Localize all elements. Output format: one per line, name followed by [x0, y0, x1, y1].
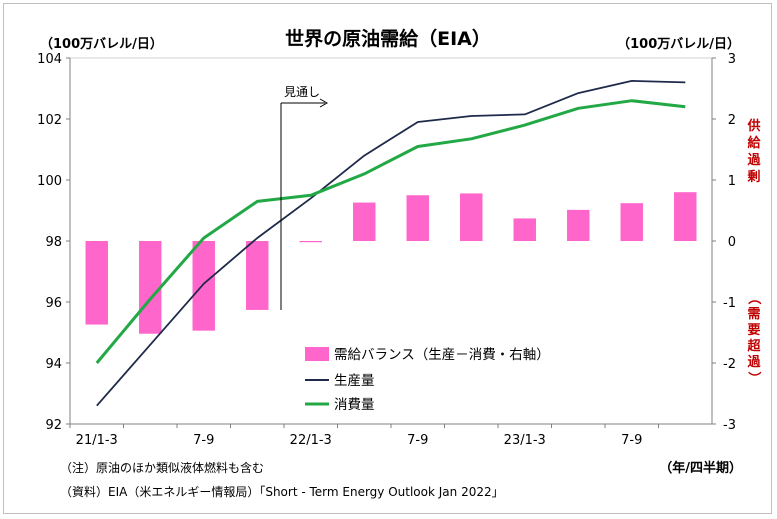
legend: 需給バランス（生産－消費・右軸） 生産量 消費量: [305, 347, 550, 413]
right-tick-label: -3: [723, 418, 736, 433]
legend-label-balance: 需給バランス（生産－消費・右軸）: [334, 347, 550, 363]
x-tick-label: 23/1-3: [504, 433, 546, 448]
right-axis-label-char: 給: [747, 135, 761, 151]
chart-frame: [3, 3, 772, 514]
right-axis-label-char: ）: [746, 371, 762, 384]
plot-area: [69, 57, 713, 425]
left-tick-label: 102: [37, 113, 62, 128]
x-tick-label: 7-9: [407, 433, 428, 448]
line-series: [95, 80, 686, 407]
chart-title: 世界の原油需給（EIA）: [285, 27, 491, 50]
right-tick-label: 0: [728, 235, 736, 250]
right-axis-unit: （100万バレル/日）: [617, 36, 740, 52]
balance-bar: [567, 209, 590, 241]
right-tick-label: -2: [723, 357, 736, 372]
balance-bar: [620, 203, 643, 241]
right-tick-label: 1: [728, 174, 736, 189]
legend-label-consumption: 消費量: [334, 397, 375, 413]
right-axis-label-char: 需: [747, 307, 760, 322]
right-axis-label-char: （: [746, 291, 762, 304]
balance-bar: [513, 218, 536, 241]
left-axis-unit: （100万バレル/日）: [40, 36, 163, 52]
legend-swatch-balance: [305, 347, 329, 361]
left-tick-label: 100: [37, 174, 62, 189]
right-axis-label-char: 過: [746, 354, 761, 370]
axis-ticks: 92 94 96 98 100 102 104 -3 -2 -1 0 1 2 3 21/1-3 7-9 22/1…: [37, 52, 736, 448]
balance-bar: [674, 192, 697, 241]
source-text: （資料）EIA（米エネルギー情報局）「Short - Term Energy O…: [60, 485, 504, 499]
right-tick-label: 3: [728, 52, 736, 67]
balance-bar: [85, 241, 108, 325]
right-tick-label: 2: [728, 113, 736, 128]
left-tick-label: 94: [45, 357, 62, 372]
right-axis-label-char: 過: [746, 152, 761, 168]
balance-bar: [139, 241, 162, 334]
legend-label-production: 生産量: [334, 373, 375, 389]
forecast-label: 見通し: [284, 85, 320, 99]
right-axis-label-char: 要: [747, 323, 760, 338]
balance-bar: [460, 193, 483, 241]
left-tick-label: 92: [45, 418, 62, 433]
right-axis-label-char: 超: [747, 338, 761, 354]
balance-bar: [246, 241, 269, 310]
x-tick-label: 7-9: [621, 433, 642, 448]
right-tick-label: -1: [723, 296, 736, 311]
balance-bar: [353, 202, 376, 241]
forecast-arrow-head: [319, 98, 329, 108]
balance-bar: [192, 241, 215, 331]
left-tick-label: 96: [45, 296, 62, 311]
consumption-line: [95, 99, 686, 364]
right-axis-label-char: 供: [746, 118, 760, 134]
note-text: （注）原油のほか類似液体燃料も含む: [60, 460, 264, 475]
balance-bar: [406, 195, 429, 241]
x-tick-label: 21/1-3: [76, 433, 118, 448]
production-line: [96, 80, 686, 407]
left-tick-label: 104: [37, 52, 62, 67]
forecast-annotation: 見通し: [280, 85, 329, 310]
balance-bar: [299, 241, 322, 243]
right-axis-label-char: 剰: [746, 169, 760, 185]
x-axis-unit: （年/四半期）: [659, 460, 742, 476]
x-tick-label: 7-9: [193, 433, 214, 448]
bar-series: [85, 192, 697, 334]
left-tick-label: 98: [45, 235, 62, 250]
x-tick-label: 22/1-3: [290, 433, 332, 448]
plot-border: [69, 57, 713, 425]
